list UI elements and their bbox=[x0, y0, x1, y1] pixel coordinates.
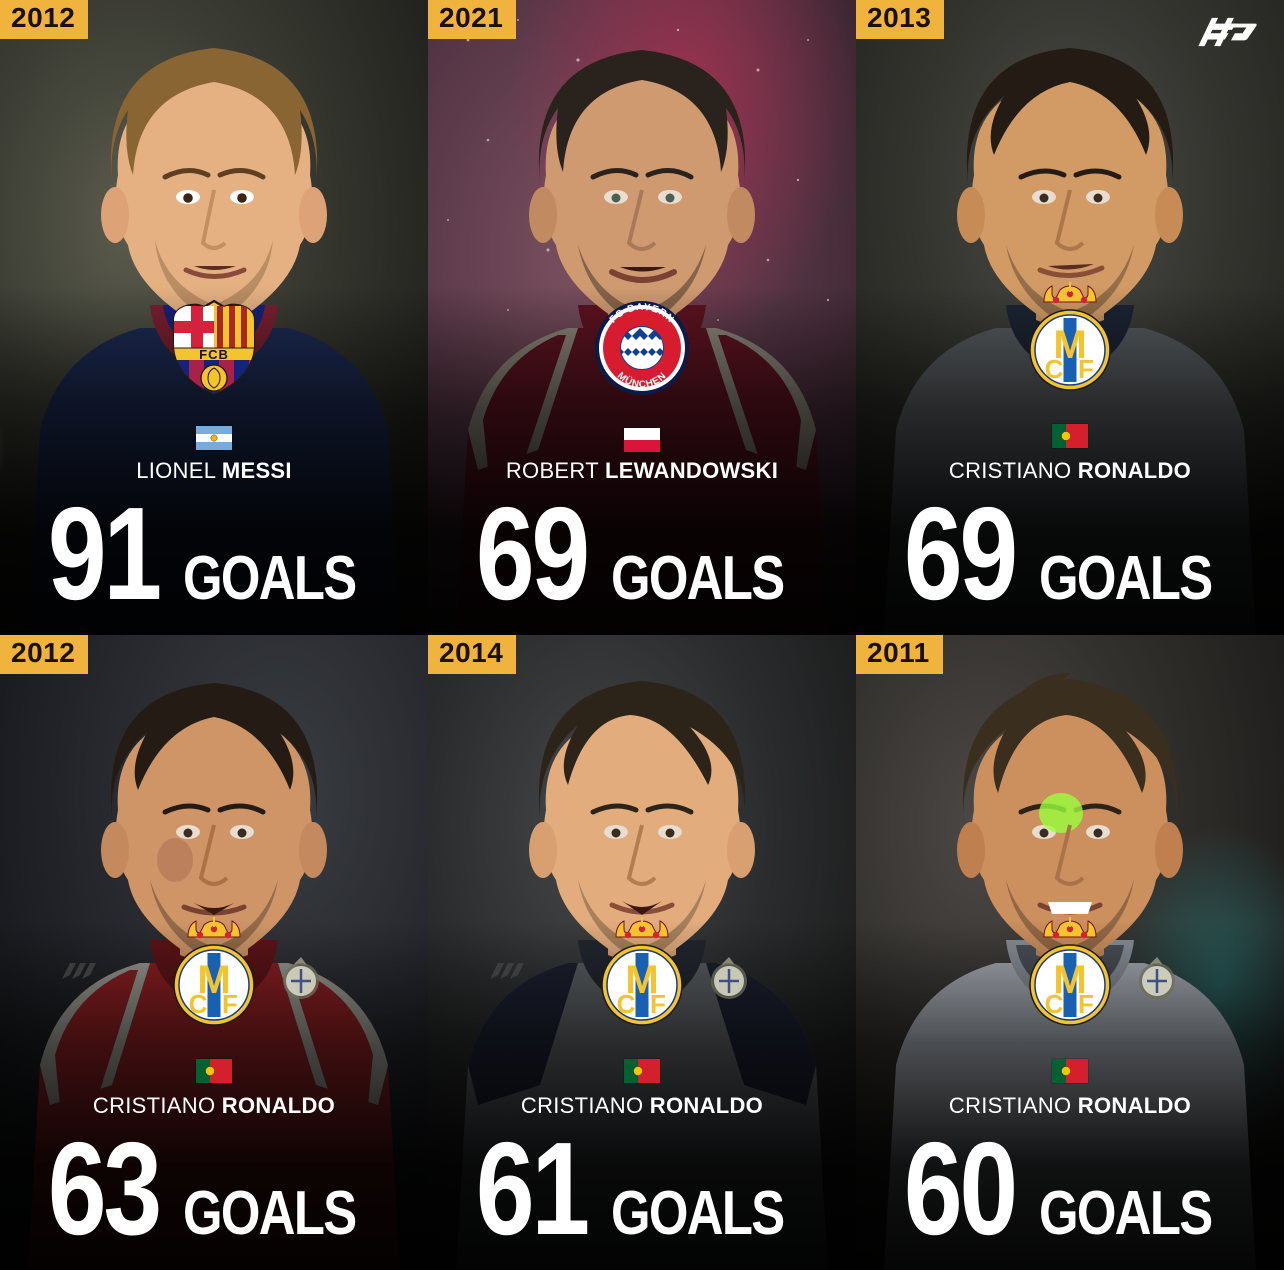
svg-text:C: C bbox=[1045, 989, 1064, 1019]
svg-text:F: F bbox=[1078, 989, 1094, 1019]
svg-text:C: C bbox=[1045, 354, 1064, 384]
svg-text:F: F bbox=[650, 989, 666, 1019]
svg-text:C: C bbox=[617, 989, 636, 1019]
svg-text:F: F bbox=[1078, 354, 1094, 384]
svg-text:F: F bbox=[222, 989, 238, 1019]
svg-text:FCB: FCB bbox=[199, 347, 229, 362]
svg-text:C: C bbox=[189, 989, 208, 1019]
